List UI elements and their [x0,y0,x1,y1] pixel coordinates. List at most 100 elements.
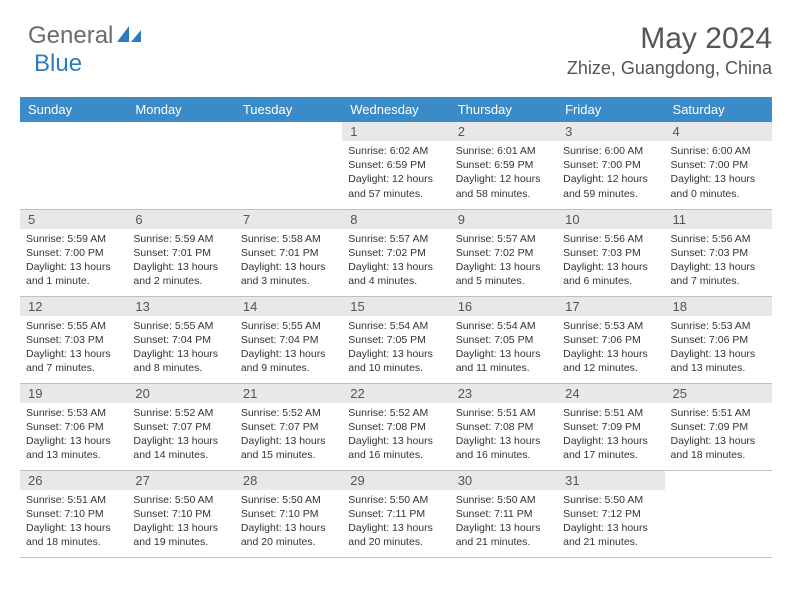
weekday-header: Saturday [665,97,772,122]
weekday-header: Monday [127,97,234,122]
day-details: Sunrise: 5:52 AMSunset: 7:07 PMDaylight:… [235,403,342,467]
day-number: 29 [342,471,449,490]
calendar-day-cell: 7Sunrise: 5:58 AMSunset: 7:01 PMDaylight… [235,209,342,296]
weekday-header: Friday [557,97,664,122]
day-details: Sunrise: 6:02 AMSunset: 6:59 PMDaylight:… [342,141,449,205]
calendar-day-cell: 14Sunrise: 5:55 AMSunset: 7:04 PMDayligh… [235,296,342,383]
weekday-header: Sunday [20,97,127,122]
calendar-day-cell: 19Sunrise: 5:53 AMSunset: 7:06 PMDayligh… [20,383,127,470]
calendar-day-cell: 1Sunrise: 6:02 AMSunset: 6:59 PMDaylight… [342,122,449,209]
day-details: Sunrise: 6:01 AMSunset: 6:59 PMDaylight:… [450,141,557,205]
calendar-week-row: 26Sunrise: 5:51 AMSunset: 7:10 PMDayligh… [20,470,772,557]
logo-text-general: General [28,22,113,50]
calendar-day-cell: 10Sunrise: 5:56 AMSunset: 7:03 PMDayligh… [557,209,664,296]
day-details: Sunrise: 5:52 AMSunset: 7:07 PMDaylight:… [127,403,234,467]
calendar-day-cell: 17Sunrise: 5:53 AMSunset: 7:06 PMDayligh… [557,296,664,383]
calendar-day-cell: 31Sunrise: 5:50 AMSunset: 7:12 PMDayligh… [557,470,664,557]
day-number: 9 [450,210,557,229]
month-title: May 2024 [567,22,772,56]
day-details: Sunrise: 5:50 AMSunset: 7:10 PMDaylight:… [127,490,234,554]
logo-sail-icon [117,24,143,49]
calendar-day-cell: 29Sunrise: 5:50 AMSunset: 7:11 PMDayligh… [342,470,449,557]
day-number: 5 [20,210,127,229]
day-number: 8 [342,210,449,229]
day-number: 28 [235,471,342,490]
calendar-day-cell: 16Sunrise: 5:54 AMSunset: 7:05 PMDayligh… [450,296,557,383]
day-number: 7 [235,210,342,229]
day-details: Sunrise: 5:56 AMSunset: 7:03 PMDaylight:… [665,229,772,293]
day-number: 1 [342,122,449,141]
day-number: 30 [450,471,557,490]
calendar-day-cell: 28Sunrise: 5:50 AMSunset: 7:10 PMDayligh… [235,470,342,557]
title-block: May 2024 Zhize, Guangdong, China [567,22,772,79]
day-details: Sunrise: 5:54 AMSunset: 7:05 PMDaylight:… [450,316,557,380]
calendar-day-cell: 30Sunrise: 5:50 AMSunset: 7:11 PMDayligh… [450,470,557,557]
day-number: 20 [127,384,234,403]
day-details: Sunrise: 5:56 AMSunset: 7:03 PMDaylight:… [557,229,664,293]
day-details: Sunrise: 5:55 AMSunset: 7:04 PMDaylight:… [235,316,342,380]
calendar-week-row: 12Sunrise: 5:55 AMSunset: 7:03 PMDayligh… [20,296,772,383]
day-number: 16 [450,297,557,316]
day-details: Sunrise: 5:55 AMSunset: 7:04 PMDaylight:… [127,316,234,380]
calendar-body: 1Sunrise: 6:02 AMSunset: 6:59 PMDaylight… [20,122,772,557]
calendar-day-cell: 13Sunrise: 5:55 AMSunset: 7:04 PMDayligh… [127,296,234,383]
calendar-day-cell: 21Sunrise: 5:52 AMSunset: 7:07 PMDayligh… [235,383,342,470]
calendar-day-cell: 24Sunrise: 5:51 AMSunset: 7:09 PMDayligh… [557,383,664,470]
day-details: Sunrise: 5:51 AMSunset: 7:10 PMDaylight:… [20,490,127,554]
day-details: Sunrise: 5:50 AMSunset: 7:11 PMDaylight:… [450,490,557,554]
day-number: 24 [557,384,664,403]
day-details: Sunrise: 5:50 AMSunset: 7:11 PMDaylight:… [342,490,449,554]
day-number: 4 [665,122,772,141]
day-details: Sunrise: 5:51 AMSunset: 7:09 PMDaylight:… [557,403,664,467]
day-number: 31 [557,471,664,490]
calendar-day-cell: 2Sunrise: 6:01 AMSunset: 6:59 PMDaylight… [450,122,557,209]
day-number: 14 [235,297,342,316]
day-details: Sunrise: 5:52 AMSunset: 7:08 PMDaylight:… [342,403,449,467]
location-text: Zhize, Guangdong, China [567,58,772,79]
day-details: Sunrise: 5:59 AMSunset: 7:00 PMDaylight:… [20,229,127,293]
day-details: Sunrise: 6:00 AMSunset: 7:00 PMDaylight:… [665,141,772,205]
day-details: Sunrise: 5:55 AMSunset: 7:03 PMDaylight:… [20,316,127,380]
calendar-day-cell: 4Sunrise: 6:00 AMSunset: 7:00 PMDaylight… [665,122,772,209]
calendar-day-cell: 6Sunrise: 5:59 AMSunset: 7:01 PMDaylight… [127,209,234,296]
day-number: 21 [235,384,342,403]
day-details: Sunrise: 5:58 AMSunset: 7:01 PMDaylight:… [235,229,342,293]
day-number: 22 [342,384,449,403]
day-number: 15 [342,297,449,316]
calendar-day-cell: 8Sunrise: 5:57 AMSunset: 7:02 PMDaylight… [342,209,449,296]
day-details: Sunrise: 5:57 AMSunset: 7:02 PMDaylight:… [342,229,449,293]
day-number: 25 [665,384,772,403]
calendar-day-cell [665,470,772,557]
weekday-header: Thursday [450,97,557,122]
logo-blue-row: Blue [32,50,82,78]
weekday-header: Tuesday [235,97,342,122]
day-details: Sunrise: 5:50 AMSunset: 7:12 PMDaylight:… [557,490,664,554]
day-number: 19 [20,384,127,403]
calendar-day-cell: 12Sunrise: 5:55 AMSunset: 7:03 PMDayligh… [20,296,127,383]
calendar-week-row: 19Sunrise: 5:53 AMSunset: 7:06 PMDayligh… [20,383,772,470]
day-details: Sunrise: 5:50 AMSunset: 7:10 PMDaylight:… [235,490,342,554]
day-number: 3 [557,122,664,141]
day-number: 23 [450,384,557,403]
calendar-week-row: 5Sunrise: 5:59 AMSunset: 7:00 PMDaylight… [20,209,772,296]
day-details: Sunrise: 6:00 AMSunset: 7:00 PMDaylight:… [557,141,664,205]
calendar-day-cell [20,122,127,209]
header: General May 2024 Zhize, Guangdong, China [20,22,772,79]
day-number: 18 [665,297,772,316]
day-details: Sunrise: 5:59 AMSunset: 7:01 PMDaylight:… [127,229,234,293]
day-details: Sunrise: 5:57 AMSunset: 7:02 PMDaylight:… [450,229,557,293]
calendar-day-cell: 18Sunrise: 5:53 AMSunset: 7:06 PMDayligh… [665,296,772,383]
calendar-day-cell: 9Sunrise: 5:57 AMSunset: 7:02 PMDaylight… [450,209,557,296]
calendar-day-cell: 15Sunrise: 5:54 AMSunset: 7:05 PMDayligh… [342,296,449,383]
calendar-day-cell: 20Sunrise: 5:52 AMSunset: 7:07 PMDayligh… [127,383,234,470]
calendar-day-cell: 22Sunrise: 5:52 AMSunset: 7:08 PMDayligh… [342,383,449,470]
day-number: 13 [127,297,234,316]
day-number: 10 [557,210,664,229]
calendar-day-cell: 23Sunrise: 5:51 AMSunset: 7:08 PMDayligh… [450,383,557,470]
logo: General [28,22,143,50]
day-details: Sunrise: 5:53 AMSunset: 7:06 PMDaylight:… [20,403,127,467]
calendar-day-cell [235,122,342,209]
calendar-day-cell: 27Sunrise: 5:50 AMSunset: 7:10 PMDayligh… [127,470,234,557]
day-number: 12 [20,297,127,316]
weekday-header: Wednesday [342,97,449,122]
